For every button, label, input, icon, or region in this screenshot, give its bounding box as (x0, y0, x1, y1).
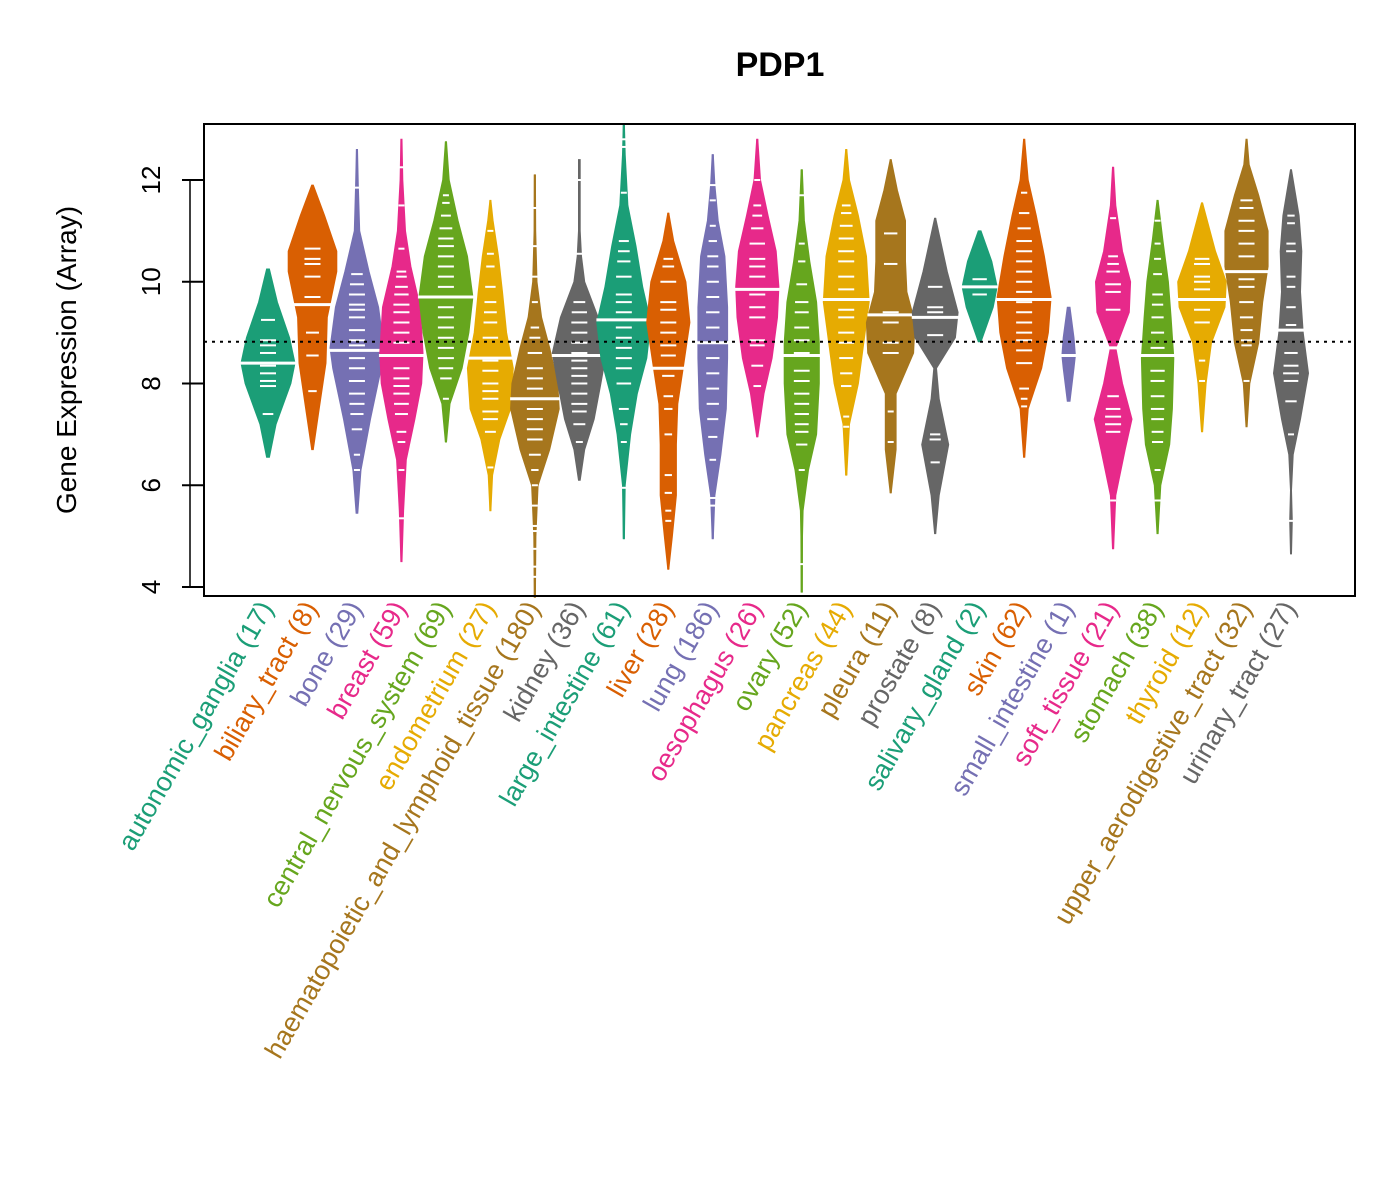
violin-kidney (551, 159, 607, 481)
plot-frame (203, 123, 1356, 597)
chart-title: PDP1 (736, 46, 825, 84)
y-tick-label: 4 (136, 580, 166, 594)
violin-small_intestine (1058, 306, 1079, 402)
violin-urinary_tract (1272, 169, 1310, 555)
violin-ovary (783, 169, 821, 593)
violin-stomach (1140, 199, 1175, 535)
violin-central_nervous_system (417, 141, 474, 443)
x-axis-labels: autonomic_ganglia (17)biliary_tract (8)b… (112, 596, 1302, 1063)
violin-body (329, 149, 385, 514)
violin-body (1093, 166, 1133, 550)
violin-endometrium (466, 199, 514, 512)
violin-pleura (865, 159, 916, 494)
violin-body (1140, 199, 1175, 535)
violin-body (822, 149, 870, 476)
y-tick-label: 8 (136, 376, 166, 390)
violin-body (697, 154, 729, 540)
violin-body (510, 174, 560, 598)
y-tick-label: 6 (136, 478, 166, 492)
violin-haematopoietic_and_lymphoid_tissue (510, 174, 560, 598)
violin-body (911, 217, 959, 535)
violin-body (1177, 202, 1227, 433)
violin-thyroid (1177, 202, 1227, 433)
violin-pancreas (822, 149, 871, 476)
violin-prostate (911, 217, 959, 535)
violins-group (240, 123, 1310, 598)
violin-liver (646, 212, 691, 570)
violin-breast (378, 138, 424, 563)
y-axis-label: Gene Expression (Array) (51, 206, 82, 514)
violin-body (596, 123, 652, 540)
violin-lung (696, 154, 729, 540)
y-axis: 4 6 8 10 12 (136, 166, 204, 594)
violin-body (865, 159, 916, 494)
violin-bone (329, 149, 385, 514)
y-tick-label: 10 (136, 267, 166, 296)
y-tick-label: 12 (136, 166, 166, 195)
violin-biliary_tract (287, 184, 338, 451)
violin-body (379, 138, 424, 563)
violin-body (646, 212, 691, 570)
violin-body (1224, 138, 1269, 428)
violin-body (287, 184, 338, 451)
violin-soft_tissue (1093, 166, 1133, 550)
violin-upper_aerodigestive_tract (1224, 138, 1269, 428)
violin-salivary_gland (961, 230, 999, 343)
violin-body (1272, 169, 1310, 555)
violin-skin (996, 138, 1052, 458)
violin-body (551, 159, 607, 481)
violin-body (466, 199, 514, 512)
violin-oesophagus (734, 138, 780, 438)
violin-body (418, 141, 474, 443)
violin-large_intestine (596, 123, 652, 540)
violin-autonomic_ganglia (240, 268, 296, 458)
